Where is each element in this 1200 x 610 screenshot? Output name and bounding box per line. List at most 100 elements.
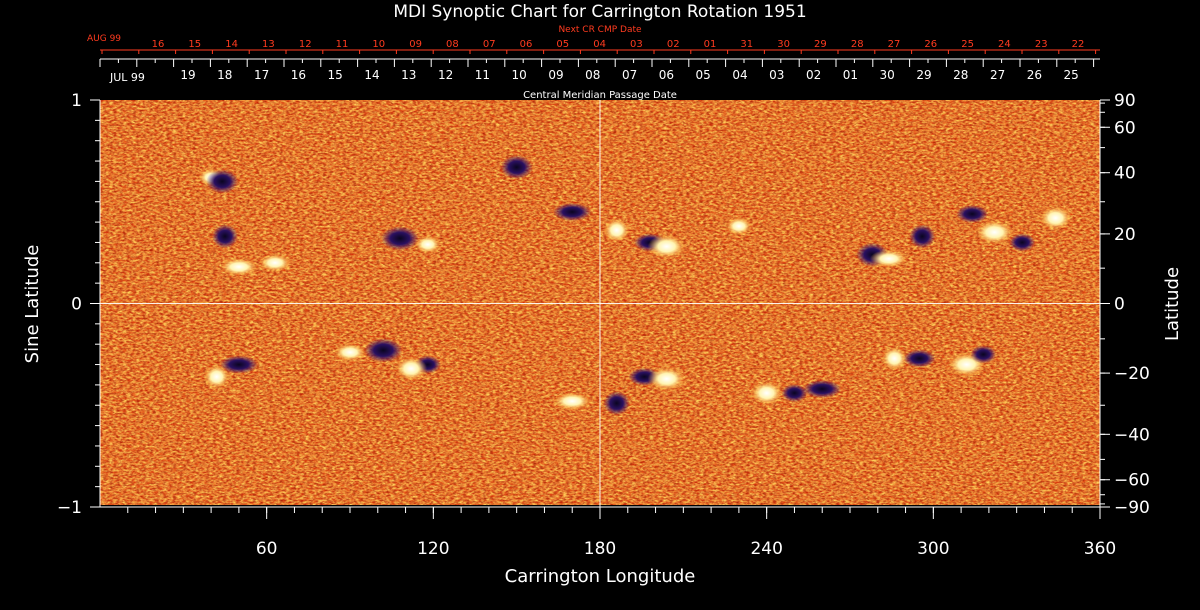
- top-axis-date-label: 28: [851, 39, 864, 50]
- top-axis-start-label: AUG 99: [87, 34, 121, 44]
- top-axis-date-label: 04: [593, 39, 606, 50]
- mid-axis-date-label: 17: [254, 68, 269, 82]
- active-region-negative: [903, 349, 936, 368]
- active-region-positive: [881, 346, 908, 371]
- y-tick-label-right: 60: [1114, 118, 1136, 138]
- y-tick-label-right: −60: [1114, 471, 1150, 491]
- mid-axis-date-label: 25: [1064, 68, 1079, 82]
- top-axis-date-label: 08: [446, 39, 459, 50]
- active-region-positive: [647, 366, 686, 391]
- y-axis-label-left: Sine Latitude: [22, 245, 43, 364]
- mid-axis: JUL 99 19 18 17 16 15 14 13 12 11 10 09 08 07 06 05 04 0…: [99, 58, 1100, 101]
- chart-title: MDI Synoptic Chart for Carrington Rotati…: [393, 2, 806, 22]
- top-axis-date-label: 02: [667, 39, 680, 50]
- mid-axis-date-label: 29: [916, 68, 931, 82]
- mid-axis-date-label: 02: [806, 68, 821, 82]
- top-axis-date-label: 23: [1035, 39, 1048, 50]
- mid-axis-title: Central Meridian Passage Date: [523, 90, 677, 101]
- active-region-negative: [381, 226, 419, 251]
- mid-axis-date-label: 27: [990, 68, 1005, 82]
- active-region-negative: [803, 379, 842, 398]
- top-axis: Next CR CMP Date AUG 99 16 15 14 13 12 11 10 09…: [87, 25, 1100, 54]
- y-tick-label-right: 0: [1114, 295, 1125, 315]
- mid-axis-date-label: 07: [622, 68, 637, 82]
- active-region-negative: [781, 384, 808, 403]
- mid-axis-date-label: 19: [180, 68, 195, 82]
- active-region-positive: [603, 218, 630, 243]
- mid-axis-start-label: JUL 99: [109, 71, 145, 84]
- x-tick-label: 300: [917, 539, 949, 559]
- top-axis-date-label: 06: [520, 39, 533, 50]
- active-region-positive: [725, 217, 752, 236]
- top-axis-date-label: 26: [924, 39, 937, 50]
- active-region-negative: [500, 155, 533, 180]
- x-tick-label: 120: [417, 539, 449, 559]
- y-axis-label-right: Latitude: [1162, 267, 1183, 341]
- top-axis-date-label: 09: [409, 39, 422, 50]
- active-region-negative: [603, 391, 630, 416]
- top-axis-date-label: 22: [1072, 39, 1085, 50]
- active-region-positive: [975, 220, 1014, 245]
- mid-axis-date-label: 01: [843, 68, 858, 82]
- active-region-positive: [1039, 206, 1072, 231]
- active-region-positive: [203, 364, 230, 389]
- active-region-positive: [219, 257, 258, 276]
- x-tick-label: 180: [584, 539, 616, 559]
- mid-axis-date-label: 15: [328, 68, 343, 82]
- top-axis-date-label: 10: [372, 39, 385, 50]
- top-axis-date-label: 13: [262, 39, 275, 50]
- plot-grid: [100, 100, 1100, 507]
- mid-axis-date-label: 16: [291, 68, 306, 82]
- top-axis-date-label: 05: [556, 39, 569, 50]
- mid-axis-date-label: 14: [364, 68, 379, 82]
- mid-axis-date-label: 06: [659, 68, 674, 82]
- active-region-positive: [395, 356, 428, 381]
- y-tick-label-right: 90: [1114, 91, 1136, 111]
- y-tick-label-left: 0: [71, 295, 82, 315]
- active-region-positive: [334, 343, 366, 362]
- active-region-positive: [259, 253, 291, 272]
- x-tick-label: 360: [1084, 539, 1116, 559]
- top-axis-date-label: 27: [888, 39, 901, 50]
- top-axis-date-label: 30: [777, 39, 790, 50]
- top-axis-title: Next CR CMP Date: [558, 25, 642, 35]
- active-region-negative: [206, 169, 239, 194]
- mid-axis-date-label: 13: [401, 68, 416, 82]
- top-axis-date-label: 16: [152, 39, 165, 50]
- mid-axis-date-label: 04: [732, 68, 747, 82]
- top-axis-date-label: 03: [630, 39, 643, 50]
- x-tick-label: 60: [256, 539, 278, 559]
- active-region-positive: [750, 381, 783, 406]
- mid-axis-date-label: 09: [548, 68, 563, 82]
- y-tick-label-right: 40: [1114, 164, 1136, 184]
- mid-axis-date-label: 30: [880, 68, 895, 82]
- top-axis-date-label: 24: [998, 39, 1011, 50]
- mid-axis-date-label: 08: [585, 68, 600, 82]
- top-axis-date-label: 14: [225, 39, 238, 50]
- mid-axis-date-label: 05: [696, 68, 711, 82]
- top-axis-date-label: 07: [483, 39, 496, 50]
- top-axis-date-label: 29: [814, 39, 827, 50]
- x-axis-label: Carrington Longitude: [505, 566, 696, 587]
- x-tick-label: 240: [750, 539, 782, 559]
- active-region-negative: [212, 224, 238, 249]
- top-axis-date-label: 01: [704, 39, 717, 50]
- active-region-positive: [869, 249, 908, 268]
- top-axis-date-label: 15: [188, 39, 201, 50]
- active-region-negative: [364, 338, 403, 363]
- active-region-negative: [219, 355, 258, 374]
- top-axis-date-label: 11: [336, 39, 349, 50]
- active-region-positive: [553, 392, 592, 411]
- mid-axis-date-label: 11: [475, 68, 490, 82]
- top-axis-date-label: 25: [961, 39, 974, 50]
- mid-axis-date-label: 10: [512, 68, 527, 82]
- active-region-negative: [970, 345, 997, 364]
- right-axis: 90 60 40 20 0 −20 −40 −60 −90 Latitude: [1099, 91, 1183, 518]
- left-axis: 1 0 −1 Sine Latitude: [22, 91, 101, 518]
- y-tick-label-right: 20: [1114, 225, 1136, 245]
- bottom-axis: 60 120 180 240 300 360 Carrington Longitude: [100, 506, 1116, 587]
- mid-axis-date-label: 03: [769, 68, 784, 82]
- active-region-negative: [553, 202, 592, 221]
- active-region-negative: [1009, 233, 1036, 252]
